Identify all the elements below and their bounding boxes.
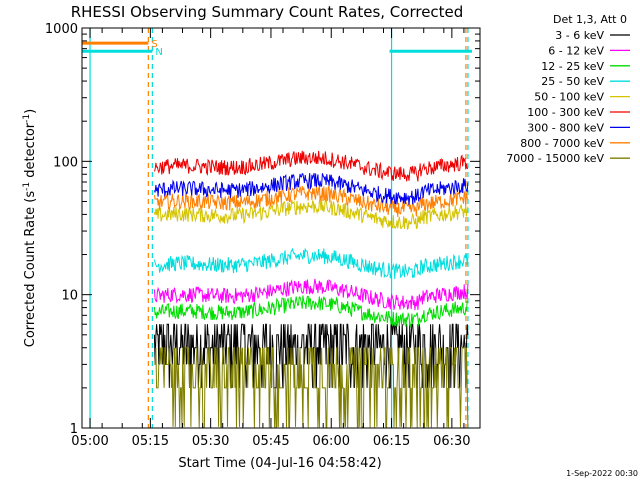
series-line-0: [153, 323, 469, 389]
chart-title: RHESSI Observing Summary Count Rates, Co…: [71, 3, 464, 21]
x-tick-label-6: 06:30: [433, 434, 470, 449]
legend-label-8: 7000 - 15000 keV: [506, 152, 604, 165]
flag-label-0: S: [151, 39, 157, 50]
series-line-1: [153, 278, 469, 311]
x-tick-label-5: 06:15: [373, 434, 410, 449]
series-line-5: [153, 150, 468, 182]
flag-label-1: N: [155, 47, 162, 58]
y-axis-label-main: Corrected Count Rate (s: [23, 191, 38, 348]
y-axis-label-sup1: -1: [22, 182, 32, 191]
legend-label-2: 12 - 25 keV: [541, 60, 604, 73]
x-tick-label-4: 06:00: [313, 434, 350, 449]
axes: 1 10 100 1000 05:00 05:15 05:30 05:45 06:00 06:15…: [45, 22, 481, 449]
legend-label-7: 800 - 7000 keV: [520, 137, 604, 150]
plot-frame: [81, 27, 481, 429]
legend: Det 1,3, Att 0 3 - 6 keV 6 - 12 keV 12 - 25…: [506, 13, 630, 165]
legend-label-3: 25 - 50 keV: [541, 75, 604, 88]
y-axis-label-sup2: -1: [22, 114, 32, 123]
series-line-2: [153, 295, 469, 328]
y-tick-label-0: 1: [70, 422, 78, 437]
legend-label-5: 100 - 300 keV: [527, 106, 604, 119]
legend-header: Det 1,3, Att 0: [553, 13, 627, 26]
series-line-8: [154, 347, 469, 429]
x-axis-label: Start Time (04-Jul-16 04:58:42): [178, 456, 381, 471]
y-axis-label: Corrected Count Rate (s-1 detector-1): [22, 109, 38, 347]
legend-label-6: 300 - 800 keV: [527, 121, 604, 134]
x-tick-label-3: 05:45: [252, 434, 289, 449]
x-tick-label-1: 05:15: [132, 434, 169, 449]
y-axis-label-mid: detector: [23, 122, 38, 182]
series-line-6: [153, 172, 469, 205]
plot-area: SN: [82, 28, 472, 429]
legend-label-4: 50 - 100 keV: [534, 91, 604, 104]
x-tick-label-0: 05:00: [71, 434, 108, 449]
legend-label-0: 3 - 6 keV: [555, 29, 604, 42]
y-tick-label-2: 100: [53, 155, 78, 170]
y-tick-label-3: 1000: [45, 22, 78, 37]
x-tick-label-2: 05:30: [192, 434, 229, 449]
series-line-4: [153, 198, 469, 230]
series-line-3: [153, 247, 469, 280]
footer-date: 1-Sep-2022 00:30: [566, 469, 638, 478]
svg-text:Corrected Count Rate (s-1 dete: Corrected Count Rate (s-1 detector-1): [22, 109, 38, 347]
series-line-7: [153, 185, 469, 218]
legend-label-1: 6 - 12 keV: [548, 44, 604, 57]
y-tick-label-1: 10: [61, 289, 78, 304]
y-axis-label-end: ): [23, 109, 38, 114]
